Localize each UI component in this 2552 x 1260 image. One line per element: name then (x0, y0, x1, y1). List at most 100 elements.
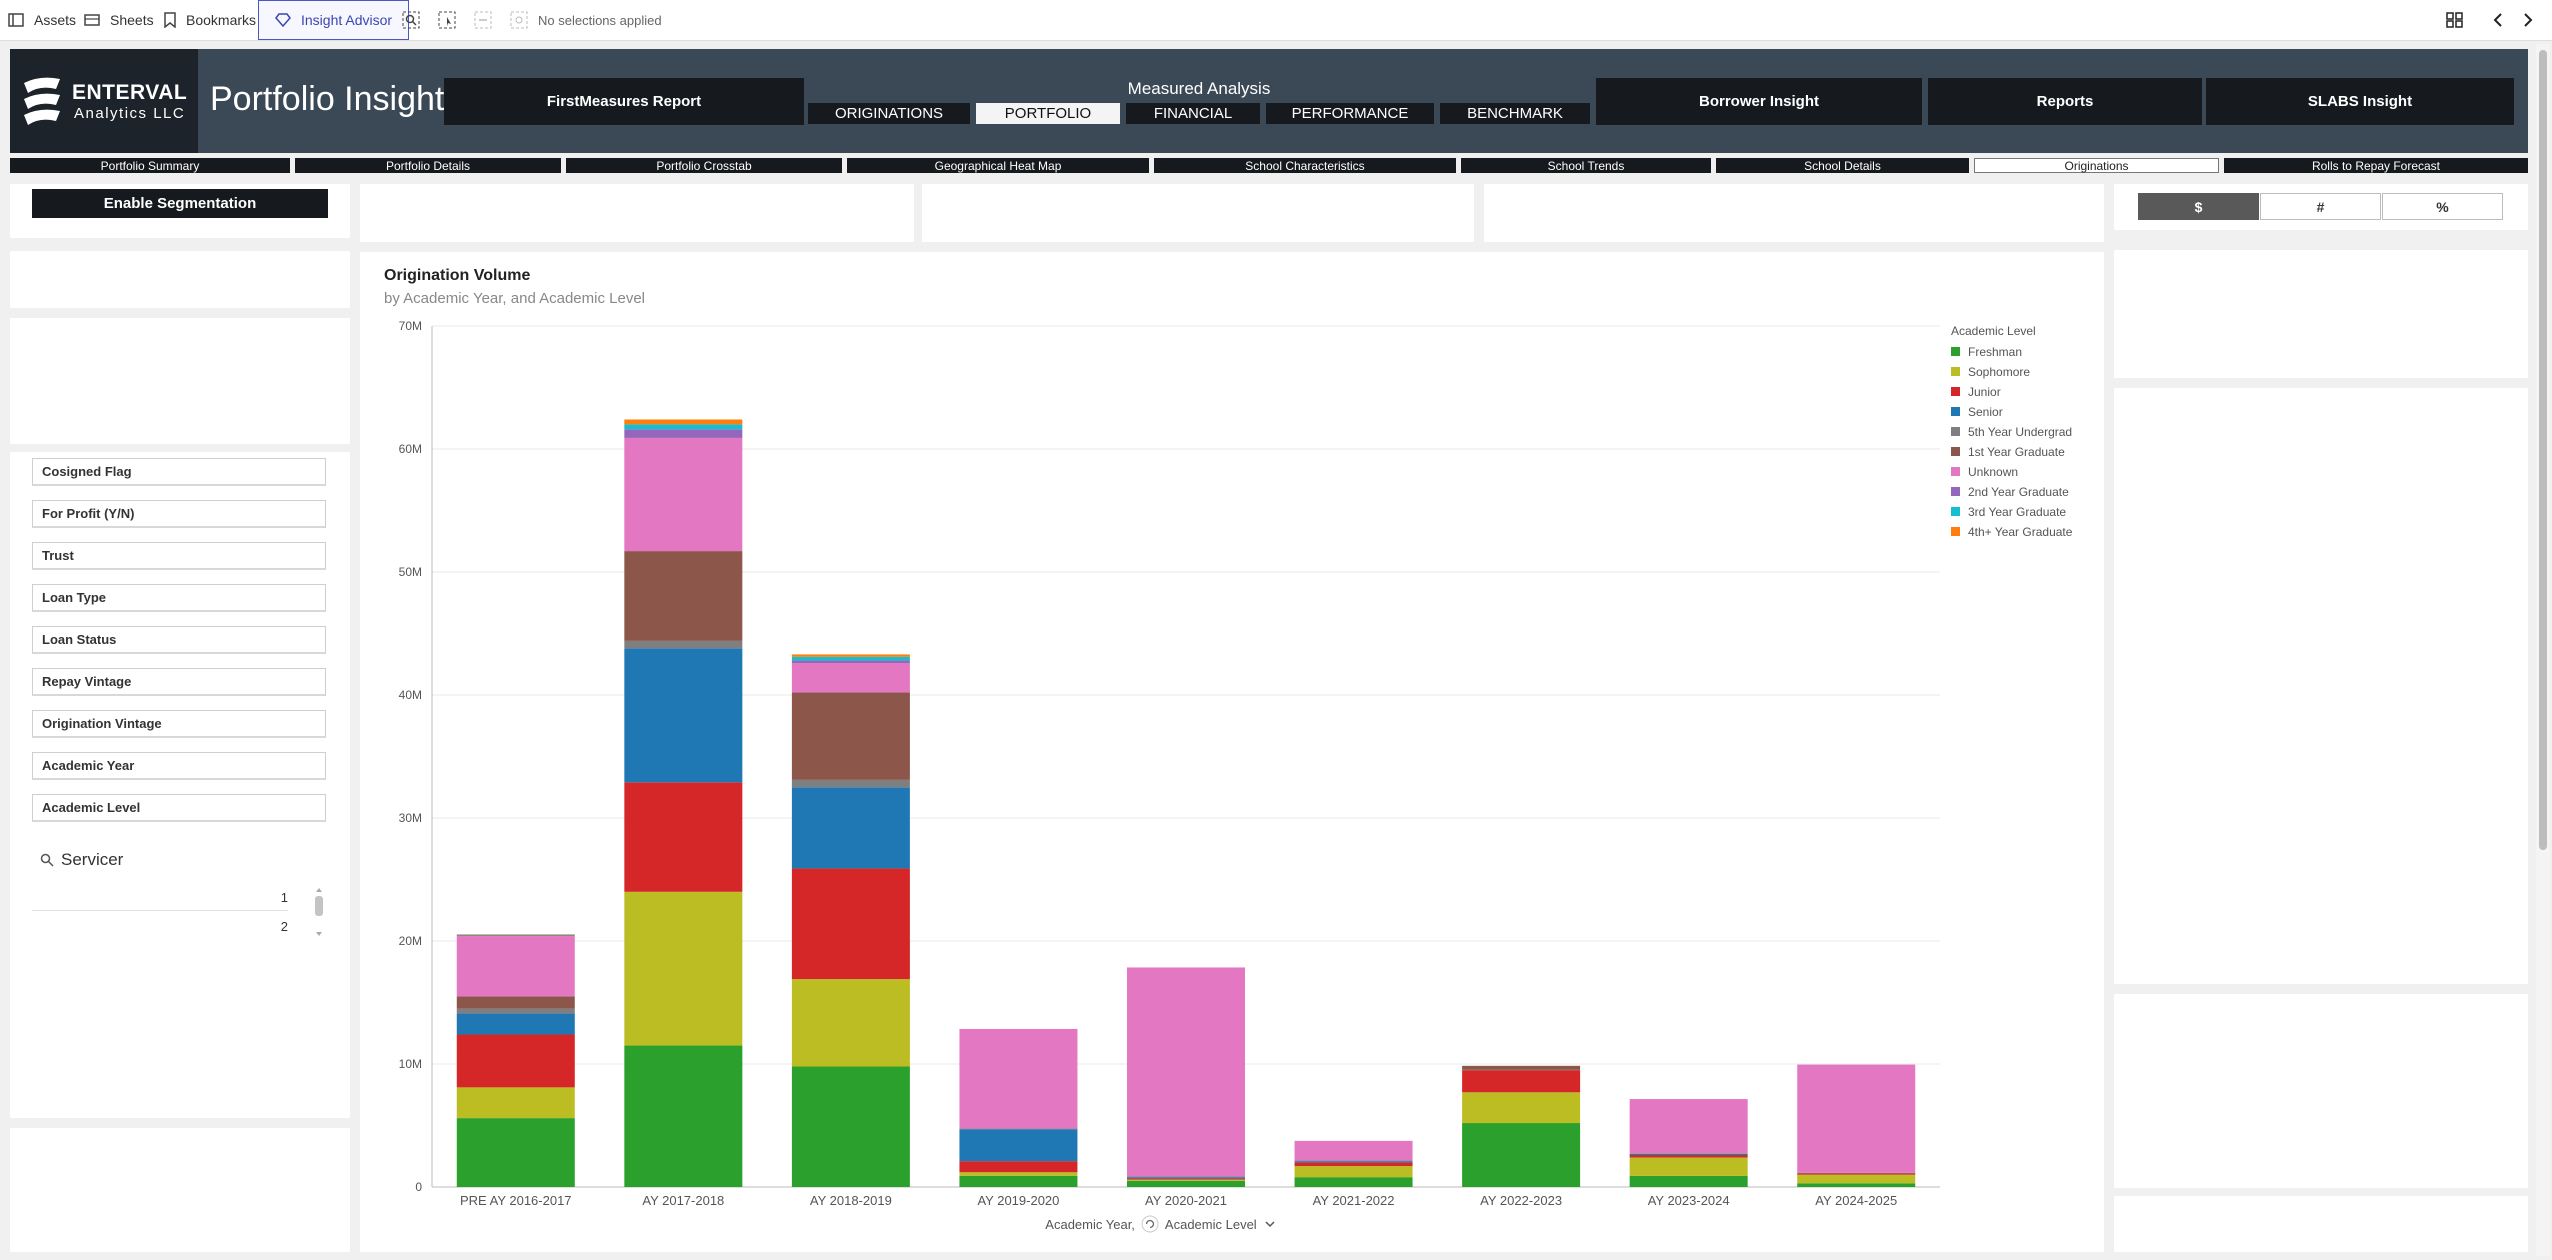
legend-item[interactable]: 3rd Year Graduate (1968, 505, 2066, 519)
bar-segment[interactable] (959, 1161, 1078, 1173)
filter-repay-vintage[interactable]: Repay Vintage (32, 668, 326, 696)
servicer-row-1[interactable]: 1 (32, 888, 288, 911)
smart-search-button[interactable] (402, 0, 430, 40)
nav-portfolio[interactable]: PORTFOLIO (976, 103, 1120, 124)
legend-item[interactable]: 2nd Year Graduate (1968, 485, 2069, 499)
assets-button[interactable]: Assets (8, 0, 76, 40)
nav-benchmark[interactable]: BENCHMARK (1440, 103, 1590, 124)
bar-segment[interactable] (1629, 1157, 1748, 1176)
legend-item[interactable]: 4th+ Year Graduate (1968, 525, 2073, 539)
bar-segment[interactable] (456, 1118, 575, 1187)
bar-segment[interactable] (624, 429, 743, 438)
next-sheet-button[interactable] (2522, 0, 2544, 40)
tab-originations[interactable]: Originations (1974, 158, 2219, 173)
filter-trust[interactable]: Trust (32, 542, 326, 570)
select-region-button[interactable] (438, 0, 466, 40)
bar-segment[interactable] (456, 934, 575, 935)
legend-item[interactable]: 1st Year Graduate (1968, 445, 2065, 459)
bar-segment[interactable] (1294, 1160, 1413, 1162)
tab-school-details[interactable]: School Details (1716, 158, 1969, 173)
bar-segment[interactable] (791, 779, 910, 788)
bar-segment[interactable] (456, 936, 575, 997)
bar-segment[interactable] (456, 996, 575, 1009)
bar-segment[interactable] (456, 1034, 575, 1088)
nav-financial[interactable]: FINANCIAL (1126, 103, 1260, 124)
tab-rolls-to-repay-forecast[interactable]: Rolls to Repay Forecast (2224, 158, 2528, 173)
bar-segment[interactable] (791, 660, 910, 664)
bar-segment[interactable] (1629, 1155, 1748, 1158)
filter-loan-type[interactable]: Loan Type (32, 584, 326, 612)
bar-segment[interactable] (1462, 1069, 1581, 1071)
bar-segment[interactable] (1462, 1092, 1581, 1124)
filter-academic-level[interactable]: Academic Level (32, 794, 326, 822)
bar-segment[interactable] (456, 935, 575, 937)
search-icon[interactable] (40, 853, 54, 867)
toggle-percent[interactable]: % (2382, 193, 2503, 220)
legend-item[interactable]: Sophomore (1968, 365, 2030, 379)
filter-origination-vintage[interactable]: Origination Vintage (32, 710, 326, 738)
bar-segment[interactable] (1294, 1140, 1413, 1161)
bar-segment[interactable] (959, 1128, 1078, 1130)
chevron-down-icon[interactable] (1265, 1220, 1275, 1228)
bar-segment[interactable] (1294, 1161, 1413, 1163)
legend-item[interactable]: Junior (1968, 385, 2001, 399)
toggle-count[interactable]: # (2260, 193, 2381, 220)
nav-borrower-insight[interactable]: Borrower Insight (1596, 78, 1922, 125)
bar-segment[interactable] (624, 551, 743, 641)
bar-segment[interactable] (624, 648, 743, 783)
bar-segment[interactable] (1294, 1177, 1413, 1187)
bar-segment[interactable] (1127, 1179, 1245, 1181)
bar-segment[interactable] (959, 1129, 1078, 1162)
bar-segment[interactable] (456, 934, 575, 936)
page-scrollbar[interactable] (2536, 44, 2550, 1256)
bar-segment[interactable] (1462, 1123, 1581, 1187)
legend-item[interactable]: Unknown (1968, 465, 2018, 479)
bar-segment[interactable] (456, 1013, 575, 1035)
bar-segment[interactable] (1127, 1177, 1245, 1179)
bookmarks-button[interactable]: Bookmarks (164, 0, 256, 40)
servicer-scrollbar[interactable] (312, 886, 326, 940)
toggle-dollar[interactable]: $ (2138, 193, 2259, 220)
bar-segment[interactable] (624, 640, 743, 649)
bar-segment[interactable] (1629, 1153, 1748, 1154)
tab-school-characteristics[interactable]: School Characteristics (1154, 158, 1456, 173)
nav-slabs-insight[interactable]: SLABS Insight (2206, 78, 2514, 125)
bar-segment[interactable] (1294, 1162, 1413, 1167)
bar-segment[interactable] (456, 1087, 575, 1119)
nav-reports[interactable]: Reports (1928, 78, 2202, 125)
bar-segment[interactable] (624, 437, 743, 552)
bar-segment[interactable] (1462, 1070, 1581, 1093)
bar-segment[interactable] (1797, 1173, 1916, 1175)
bar-segment[interactable] (959, 1172, 1078, 1176)
bar-segment[interactable] (791, 979, 910, 1067)
cycle-dimension-icon[interactable] (1141, 1215, 1159, 1233)
legend-item[interactable]: Senior (1968, 405, 2003, 419)
bar-segment[interactable] (1797, 1064, 1916, 1173)
page-scrollbar-thumb[interactable] (2539, 50, 2547, 850)
clear-selection-button[interactable] (474, 0, 502, 40)
bar-segment[interactable] (624, 424, 743, 430)
bar-segment[interactable] (1629, 1175, 1748, 1187)
bar-segment[interactable] (791, 787, 910, 869)
bar-segment[interactable] (959, 1175, 1078, 1187)
bar-segment[interactable] (1127, 967, 1245, 1177)
tab-geographical-heat-map[interactable]: Geographical Heat Map (847, 158, 1149, 173)
bar-segment[interactable] (1797, 1174, 1916, 1184)
x-axis-dimension-label[interactable]: Academic Level (1164, 1216, 1257, 1232)
bar-segment[interactable] (1127, 1180, 1245, 1187)
bar-segment[interactable] (1797, 1172, 1916, 1174)
bar-segment[interactable] (791, 663, 910, 693)
bar-segment[interactable] (1294, 1166, 1413, 1178)
bar-segment[interactable] (791, 1066, 910, 1187)
previous-sheet-button[interactable] (2492, 0, 2514, 40)
bar-segment[interactable] (791, 868, 910, 980)
bar-segment[interactable] (624, 1045, 743, 1187)
bar-segment[interactable] (1127, 1178, 1245, 1180)
bar-segment[interactable] (624, 891, 743, 1046)
sheets-button[interactable]: Sheets (84, 0, 154, 40)
filter-cosigned-flag[interactable]: Cosigned Flag (32, 458, 326, 486)
bar-segment[interactable] (1629, 1099, 1748, 1154)
selection-tool-button[interactable] (510, 0, 538, 40)
tab-portfolio-crosstab[interactable]: Portfolio Crosstab (566, 158, 842, 173)
enable-segmentation-button[interactable]: Enable Segmentation (32, 189, 328, 218)
